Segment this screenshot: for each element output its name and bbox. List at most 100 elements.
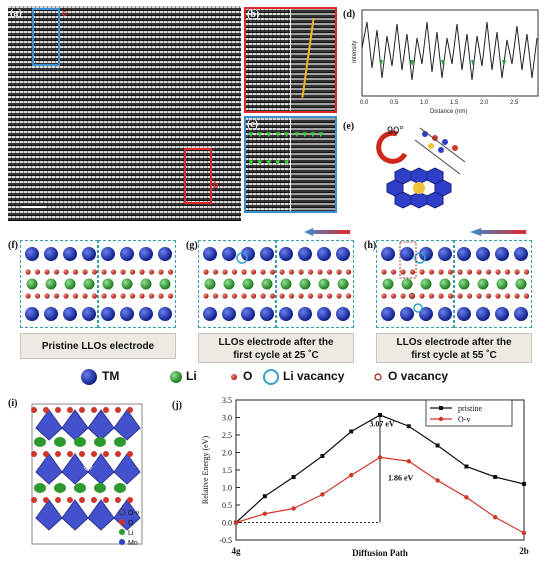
gradient-arrow-h (470, 228, 526, 236)
y-tick-label: 3.5 (222, 396, 232, 405)
o-atom (419, 269, 425, 275)
panel-d-intensity-profile: Intensity 0.0 0.5 1.0 1.5 2.0 2.5 Distan… (352, 9, 539, 115)
panel-b-frame (244, 7, 337, 113)
li-atom (382, 278, 394, 290)
data-point-pristine (349, 429, 354, 434)
panel-i-legend-o: O (128, 520, 134, 527)
tm-atom (101, 247, 115, 261)
o-atom (129, 269, 136, 275)
li-atom (26, 278, 38, 290)
y-tick-label: 1.0 (222, 484, 232, 493)
o-atom (110, 293, 117, 299)
o-atom (495, 269, 501, 275)
tm-atom (63, 307, 77, 321)
o-atom (485, 269, 492, 275)
o-atom (241, 269, 247, 275)
o-atom (67, 407, 73, 413)
o-atom (447, 269, 454, 275)
o-atom (504, 293, 511, 299)
mn-octahedron (87, 499, 115, 531)
o-atom (438, 293, 444, 299)
tm-atom (241, 247, 255, 261)
o-atom (222, 293, 228, 299)
mn-octahedron (61, 453, 89, 485)
li-atom (159, 278, 171, 290)
o-atom (25, 269, 31, 275)
tm-atom (400, 307, 414, 321)
o-atom (298, 269, 304, 275)
o-atom (120, 293, 126, 299)
panel-d-tick: 2.0 (480, 100, 489, 106)
li-atom (337, 278, 349, 290)
o-atom (317, 269, 323, 275)
panel-d-tick: 0.5 (390, 100, 399, 106)
tm-atom (336, 247, 350, 261)
li-atom (64, 278, 76, 290)
data-point-O-v (435, 478, 440, 483)
panel-d-label: (d) (343, 9, 356, 20)
o-atom (31, 451, 37, 457)
tm-atom (222, 247, 236, 261)
legend-marker-O-v (438, 416, 444, 422)
o-vacancy-marker (409, 293, 415, 299)
data-point-pristine (435, 443, 440, 448)
o-atom (63, 269, 69, 275)
o-atom (260, 269, 266, 275)
tm-atom (336, 307, 350, 321)
o-atom (167, 269, 174, 275)
tm-atom (476, 307, 490, 321)
region-box-b (184, 148, 212, 204)
o-atom (326, 269, 333, 275)
li-atom (102, 278, 114, 290)
mn-octahedron (35, 499, 63, 531)
y-tick-label: 2.5 (222, 431, 232, 440)
tm-atom (279, 247, 293, 261)
o-atom (336, 269, 342, 275)
gradient-arrow-g (304, 228, 350, 236)
panel-d-ylabel: Intensity (352, 41, 358, 63)
li-atom (261, 278, 273, 290)
o-atom (212, 269, 219, 275)
o-atom (269, 269, 276, 275)
o-atom (91, 269, 98, 275)
o-atom (523, 293, 530, 299)
li-atom (223, 278, 235, 290)
o-atom (103, 451, 109, 457)
tm-atom (438, 307, 452, 321)
tm-atom (476, 247, 490, 261)
legend-o: O (243, 369, 253, 383)
panel-j-label: (j) (172, 400, 182, 411)
panel-d-tick: 1.0 (420, 100, 429, 106)
o-atom (43, 497, 49, 503)
li-atom (34, 437, 46, 447)
panel-i-legend-mn: Mn (128, 540, 138, 547)
o-atom (55, 407, 61, 413)
caption-h: LLOs electrode after the first cycle at … (376, 333, 532, 363)
o-atom (203, 293, 209, 299)
li-atom (420, 278, 432, 290)
li-atom (83, 278, 95, 290)
tm-atom (381, 307, 395, 321)
tm-atom (139, 307, 153, 321)
tm-atom (495, 307, 509, 321)
o-atom (307, 293, 314, 299)
o-atom (91, 407, 97, 413)
li-atom (114, 483, 126, 493)
li-vacancy-marker (236, 252, 248, 264)
data-point-pristine (406, 424, 411, 429)
li-atom (477, 278, 489, 290)
li-atom (54, 437, 66, 447)
tm-atom (203, 307, 217, 321)
o-atom (409, 269, 416, 275)
li-atom (74, 437, 86, 447)
tm-atom (44, 247, 58, 261)
caption-g-line1: LLOs electrode after the (218, 337, 334, 348)
o-atom (288, 269, 295, 275)
o-atom (279, 269, 285, 275)
panel-f-label: (f) (8, 240, 18, 251)
li-atom (121, 278, 133, 290)
data-point-pristine (262, 494, 267, 499)
o-atom (390, 269, 397, 275)
o-atom (127, 497, 133, 503)
o-atom (514, 293, 520, 299)
